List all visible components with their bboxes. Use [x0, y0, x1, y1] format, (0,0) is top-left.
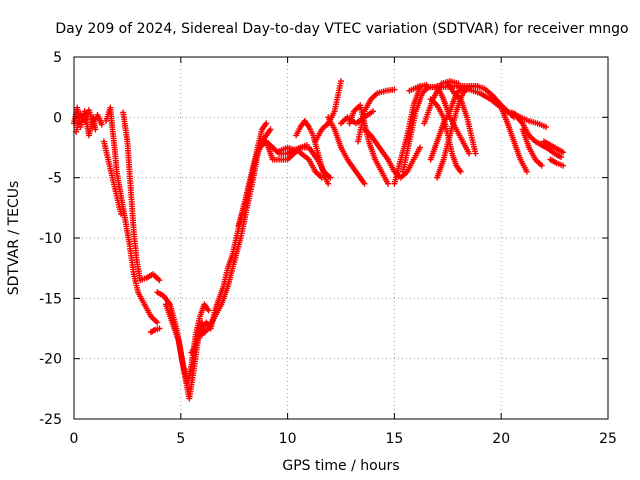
series-arc-8 — [162, 301, 212, 386]
series-arc-15 — [312, 78, 344, 145]
series-arc-16 — [325, 114, 368, 187]
x-tick-label: 20 — [492, 431, 510, 447]
series-arc-14 — [293, 117, 332, 187]
data-point — [384, 180, 391, 187]
axis-ticks: 0 5 10 15 20 25 -25 -20 -15 -10 -5 0 5 — [39, 50, 617, 447]
data-point — [154, 319, 161, 326]
grid — [74, 57, 608, 419]
data-point — [457, 168, 464, 175]
plot-frame — [73, 56, 609, 420]
data-point — [263, 120, 270, 127]
data-point — [361, 180, 368, 187]
x-tick-label: 25 — [599, 431, 617, 447]
series-arc-27 — [427, 96, 464, 175]
data-point — [538, 162, 545, 169]
y-tick-label: -25 — [39, 412, 62, 428]
x-tick-label: 10 — [279, 431, 297, 447]
x-tick-label: 15 — [385, 431, 403, 447]
data-point — [117, 210, 124, 217]
y-tick-label: 0 — [53, 110, 62, 126]
data-point — [370, 108, 377, 115]
series-arc-30 — [455, 84, 530, 175]
x-tick-label: 5 — [176, 431, 185, 447]
data-points — [71, 78, 567, 402]
y-tick-label: 5 — [53, 50, 62, 66]
series-arc-3 — [103, 104, 161, 326]
series-arc-20 — [361, 126, 424, 181]
data-point — [560, 149, 567, 156]
data-point — [327, 174, 334, 181]
series-arc-32 — [508, 109, 550, 130]
x-tick-label: 0 — [70, 431, 79, 447]
data-point — [523, 168, 530, 175]
data-point — [560, 162, 567, 169]
series-arc-10 — [199, 126, 274, 338]
data-point — [156, 277, 163, 284]
series-arc-28 — [434, 82, 473, 157]
series-arc-6 — [147, 325, 163, 336]
y-tick-label: -20 — [39, 352, 62, 368]
y-axis-label: SDTVAR / TECUs — [6, 181, 22, 296]
series-arc-2 — [73, 107, 105, 135]
series-arc-35 — [547, 156, 567, 169]
data-point — [466, 150, 473, 157]
data-point — [338, 78, 344, 85]
data-point — [267, 126, 274, 133]
series-arc-4 — [120, 109, 163, 284]
x-axis-label: GPS time / hours — [282, 458, 399, 474]
y-tick-label: -10 — [39, 231, 62, 247]
y-tick-label: -15 — [39, 291, 62, 307]
series-arc-34 — [540, 138, 567, 156]
data-point — [92, 126, 99, 133]
series-arc-29 — [444, 80, 479, 157]
data-point — [472, 150, 479, 157]
data-point — [98, 121, 105, 128]
series-arc-5 — [100, 138, 124, 217]
data-point — [543, 123, 550, 130]
chart-title: Day 209 of 2024, Sidereal Day-to-day VTE… — [55, 21, 628, 37]
series-arc-19 — [355, 86, 398, 145]
series-arc-13 — [276, 144, 325, 181]
y-tick-label: -5 — [48, 171, 62, 187]
data-point — [156, 325, 163, 332]
series-arc-33 — [519, 126, 545, 169]
data-point — [391, 86, 398, 93]
data-point — [558, 154, 565, 161]
data-point — [205, 307, 212, 314]
data-point — [417, 144, 424, 151]
data-point — [325, 180, 332, 187]
